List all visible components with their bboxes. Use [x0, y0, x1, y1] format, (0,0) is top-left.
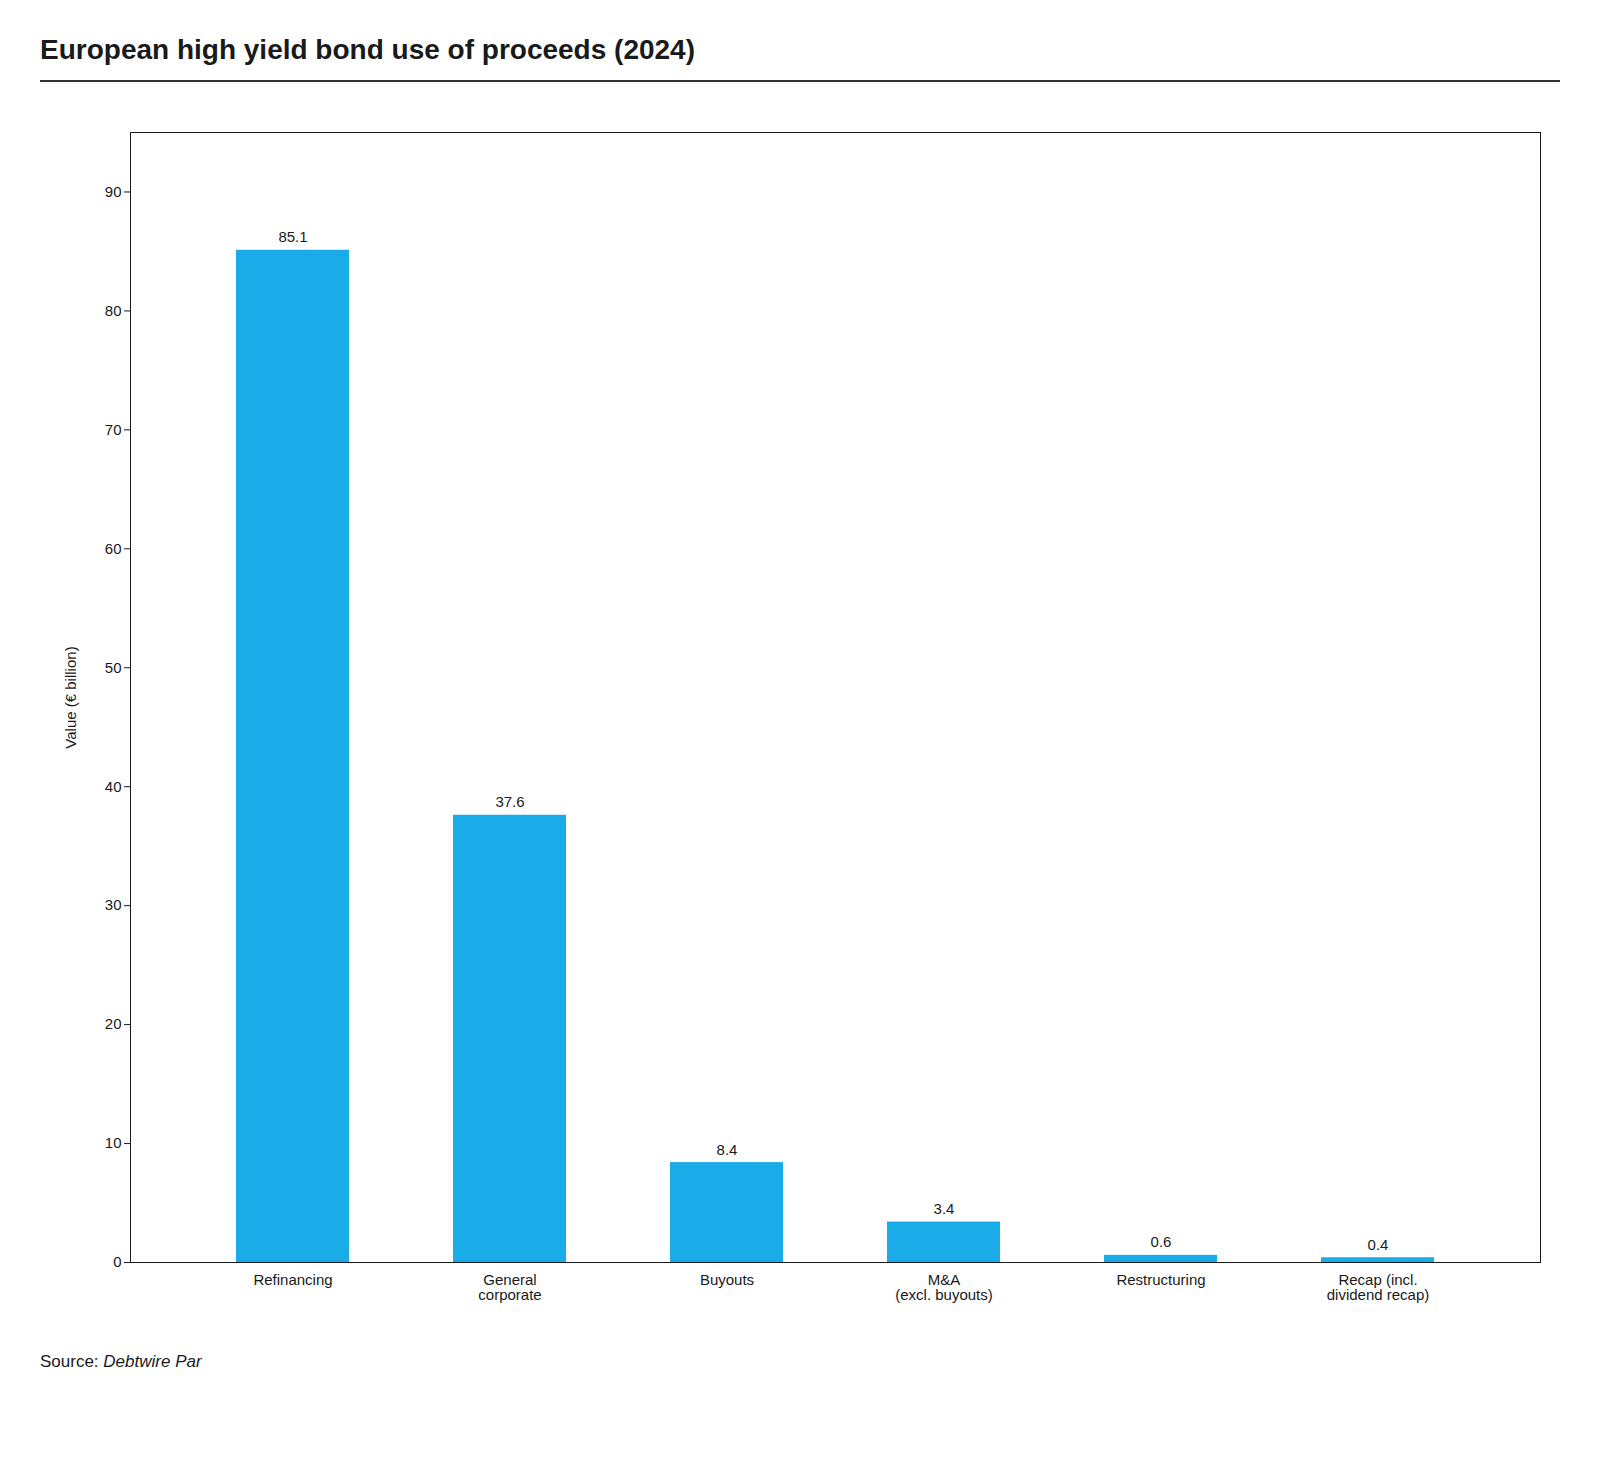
svg-text:0: 0	[113, 1253, 121, 1270]
svg-text:Buyouts: Buyouts	[700, 1271, 754, 1288]
svg-text:Generalcorporate: Generalcorporate	[478, 1271, 541, 1303]
svg-text:8.4: 8.4	[717, 1141, 738, 1158]
svg-text:Recap (incl.dividend recap): Recap (incl.dividend recap)	[1327, 1271, 1430, 1303]
svg-text:85.1: 85.1	[278, 228, 307, 245]
svg-text:0.6: 0.6	[1151, 1233, 1172, 1250]
svg-text:60: 60	[105, 540, 122, 557]
svg-text:10: 10	[105, 1134, 122, 1151]
html-text:European high yield bond use o: European high yield bond use of proceeds…	[40, 34, 695, 65]
svg-text:Refinancing: Refinancing	[253, 1271, 332, 1288]
svg-text:70: 70	[105, 421, 122, 438]
svg-text:20: 20	[105, 1015, 122, 1032]
svg-text:Value (€ billion): Value (€ billion)	[62, 646, 79, 748]
svg-text:30: 30	[105, 896, 122, 913]
svg-text:50: 50	[105, 659, 122, 676]
svg-text:3.4: 3.4	[934, 1200, 955, 1217]
svg-text:80: 80	[105, 302, 122, 319]
html-text:Source: Debtwire Par: Source: Debtwire Par	[40, 1352, 202, 1371]
svg-text:Restructuring: Restructuring	[1116, 1271, 1205, 1288]
svg-text:37.6: 37.6	[495, 793, 524, 810]
svg-text:40: 40	[105, 778, 122, 795]
svg-text:0.4: 0.4	[1368, 1236, 1389, 1253]
svg-text:90: 90	[105, 183, 122, 200]
svg-text:M&A(excl. buyouts): M&A(excl. buyouts)	[895, 1271, 993, 1303]
